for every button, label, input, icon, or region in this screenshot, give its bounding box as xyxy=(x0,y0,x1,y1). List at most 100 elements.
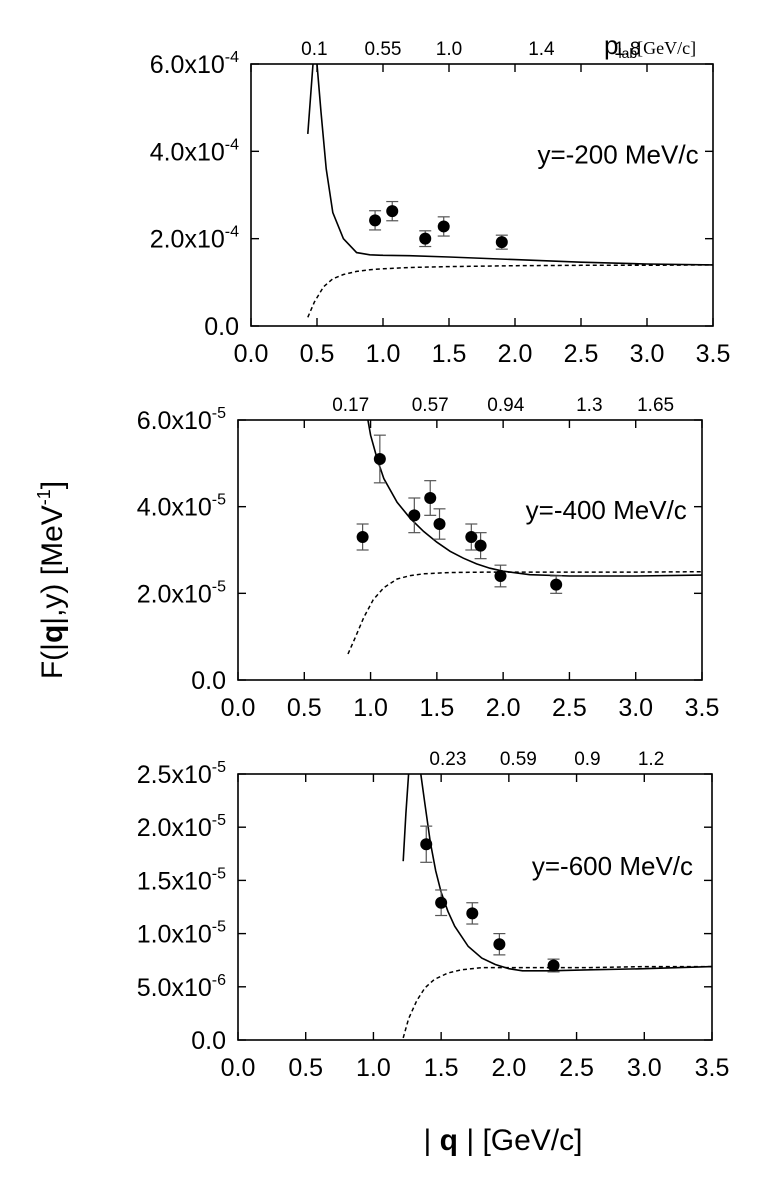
top-axis-tick-label: 1.8 xyxy=(614,39,640,60)
data-point xyxy=(419,232,432,245)
y-tick-label: 0.0 xyxy=(204,313,239,341)
panel-y-200: 0.0 0.5 1.0 1.5 2.0 2.5 3.0 3.5 0.0 2.0x10-4 4.0x1… xyxy=(150,30,731,368)
solid-curve xyxy=(307,64,713,266)
x-tick-label: 3.5 xyxy=(696,340,731,368)
data-point xyxy=(493,938,506,951)
data-point xyxy=(495,236,508,249)
data-point xyxy=(433,518,446,530)
x-tick-label: 3.0 xyxy=(618,694,653,722)
panel-label: y=-200 MeV/c xyxy=(537,140,698,170)
data-point xyxy=(474,539,487,552)
x-tick-label: 0.0 xyxy=(221,1054,256,1082)
y-tick-label: 2.0x10-5 xyxy=(137,578,226,608)
x-tick-label: 1.5 xyxy=(424,1054,459,1082)
top-axis-tick-label: 0.1 xyxy=(301,39,327,60)
y-tick-label: 1.0x10-5 xyxy=(137,919,226,949)
x-axis-title: | q | [GeV/c] xyxy=(424,1124,583,1157)
panel-label: y=-600 MeV/c xyxy=(532,851,693,881)
x-tick-label: 1.0 xyxy=(366,340,401,368)
y-tick-label: 4.0x10-4 xyxy=(150,136,239,166)
y-tick-label: 0.0 xyxy=(191,1027,226,1055)
plot-area xyxy=(307,64,713,318)
x-tick-label: 0.0 xyxy=(221,694,256,722)
data-point xyxy=(408,509,421,522)
top-axis-tick-label: 1.0 xyxy=(436,39,462,60)
x-tick-label: 2.5 xyxy=(552,694,587,722)
data-point xyxy=(466,907,479,920)
x-tick-label: 3.0 xyxy=(627,1054,662,1082)
x-tick-label: 2.5 xyxy=(564,340,599,368)
data-point xyxy=(465,531,478,543)
plot-area xyxy=(347,420,702,655)
data-point xyxy=(356,531,369,543)
data-point xyxy=(435,896,448,909)
x-tick-label: 3.5 xyxy=(695,1054,730,1082)
top-axis-tick-label: 1.3 xyxy=(576,395,602,416)
y-tick-label: 1.5x10-5 xyxy=(137,865,226,895)
y-axis-title-prefix: F(| xyxy=(36,643,69,679)
x-tick-label: 0.5 xyxy=(288,1054,323,1082)
x-axis-title-prefix: | xyxy=(424,1124,440,1157)
data-point xyxy=(420,838,433,851)
top-axis-tick-label: 0.17 xyxy=(332,395,369,416)
x-tick-label: 2.5 xyxy=(559,1054,594,1082)
panel-label: y=-400 MeV/c xyxy=(526,495,687,525)
data-point xyxy=(437,220,450,233)
y-tick-label: 5.0x10-6 xyxy=(137,972,226,1002)
y-tick-label: 4.0x10-5 xyxy=(137,492,226,522)
x-tick-label: 1.0 xyxy=(353,694,388,722)
top-axis-tick-label: 1.2 xyxy=(638,749,664,770)
y-tick-label: 2.0x10-5 xyxy=(137,812,226,842)
panel-y-600: 0.0 0.5 1.0 1.5 2.0 2.5 3.0 3.5 0.0 5.0x10-6 1.0x1… xyxy=(137,749,730,1082)
x-tick-label: 1.5 xyxy=(419,694,454,722)
top-axis-tick-label: 0.59 xyxy=(500,749,537,770)
plot-frame xyxy=(250,63,714,327)
x-tick-label: 1.0 xyxy=(356,1054,391,1082)
plot-area xyxy=(402,774,712,1039)
dashed-curve xyxy=(347,570,702,655)
x-tick-label: 3.0 xyxy=(630,340,665,368)
solid-curve xyxy=(402,774,410,862)
solid-curve xyxy=(420,774,712,972)
top-axis-title: plab[GeV/c] xyxy=(604,30,696,61)
x-tick-label: 2.0 xyxy=(491,1054,526,1082)
panel-y-400: 0.0 0.5 1.0 1.5 2.0 2.5 3.0 3.5 0.0 2.0x10-5 4.0x1… xyxy=(137,395,720,722)
y-axis-title-mid: |,y) [MeV xyxy=(36,505,69,624)
top-axis-tick-label: 0.94 xyxy=(487,395,524,416)
plot-frame xyxy=(237,419,703,681)
top-axis-tick-label: 0.57 xyxy=(412,395,449,416)
solid-curve xyxy=(367,420,702,577)
y-tick-label: 6.0x10-5 xyxy=(137,405,226,435)
top-axis-tick-label: 0.23 xyxy=(429,749,466,770)
data-point xyxy=(373,453,386,465)
data-point xyxy=(550,578,563,591)
x-axis-title-suffix: | [GeV/c] xyxy=(458,1124,583,1157)
data-point xyxy=(547,959,560,972)
y-axis-title: F(|q|,y) [MeV-1] xyxy=(34,481,69,679)
y-axis-title-bold: q xyxy=(36,625,69,643)
dashed-curve xyxy=(307,264,713,318)
x-tick-label: 3.5 xyxy=(685,694,720,722)
x-tick-label: 2.0 xyxy=(498,340,533,368)
top-axis-tick-label: 0.55 xyxy=(365,39,402,60)
top-axis-tick-label: 1.4 xyxy=(528,39,555,60)
y-tick-label: 0.0 xyxy=(191,667,226,695)
data-point xyxy=(424,492,437,504)
data-point xyxy=(494,570,507,582)
x-tick-label: 0.0 xyxy=(234,340,269,368)
x-tick-label: 2.0 xyxy=(486,694,521,722)
data-point xyxy=(386,205,399,218)
y-tick-label: 2.5x10-5 xyxy=(137,759,226,789)
y-tick-label: 6.0x10-4 xyxy=(150,49,239,79)
top-axis-tick-label: 1.65 xyxy=(637,395,674,416)
x-tick-label: 0.5 xyxy=(287,694,322,722)
y-axis-title-sup: -1 xyxy=(34,489,54,505)
data-point xyxy=(369,214,382,227)
top-axis-tick-label: 0.9 xyxy=(574,749,600,770)
y-axis-title-suffix: ] xyxy=(36,481,69,489)
plot-frame xyxy=(237,773,713,1041)
x-tick-label: 0.5 xyxy=(300,340,335,368)
x-tick-label: 1.5 xyxy=(432,340,467,368)
y-tick-label: 2.0x10-4 xyxy=(150,224,239,254)
